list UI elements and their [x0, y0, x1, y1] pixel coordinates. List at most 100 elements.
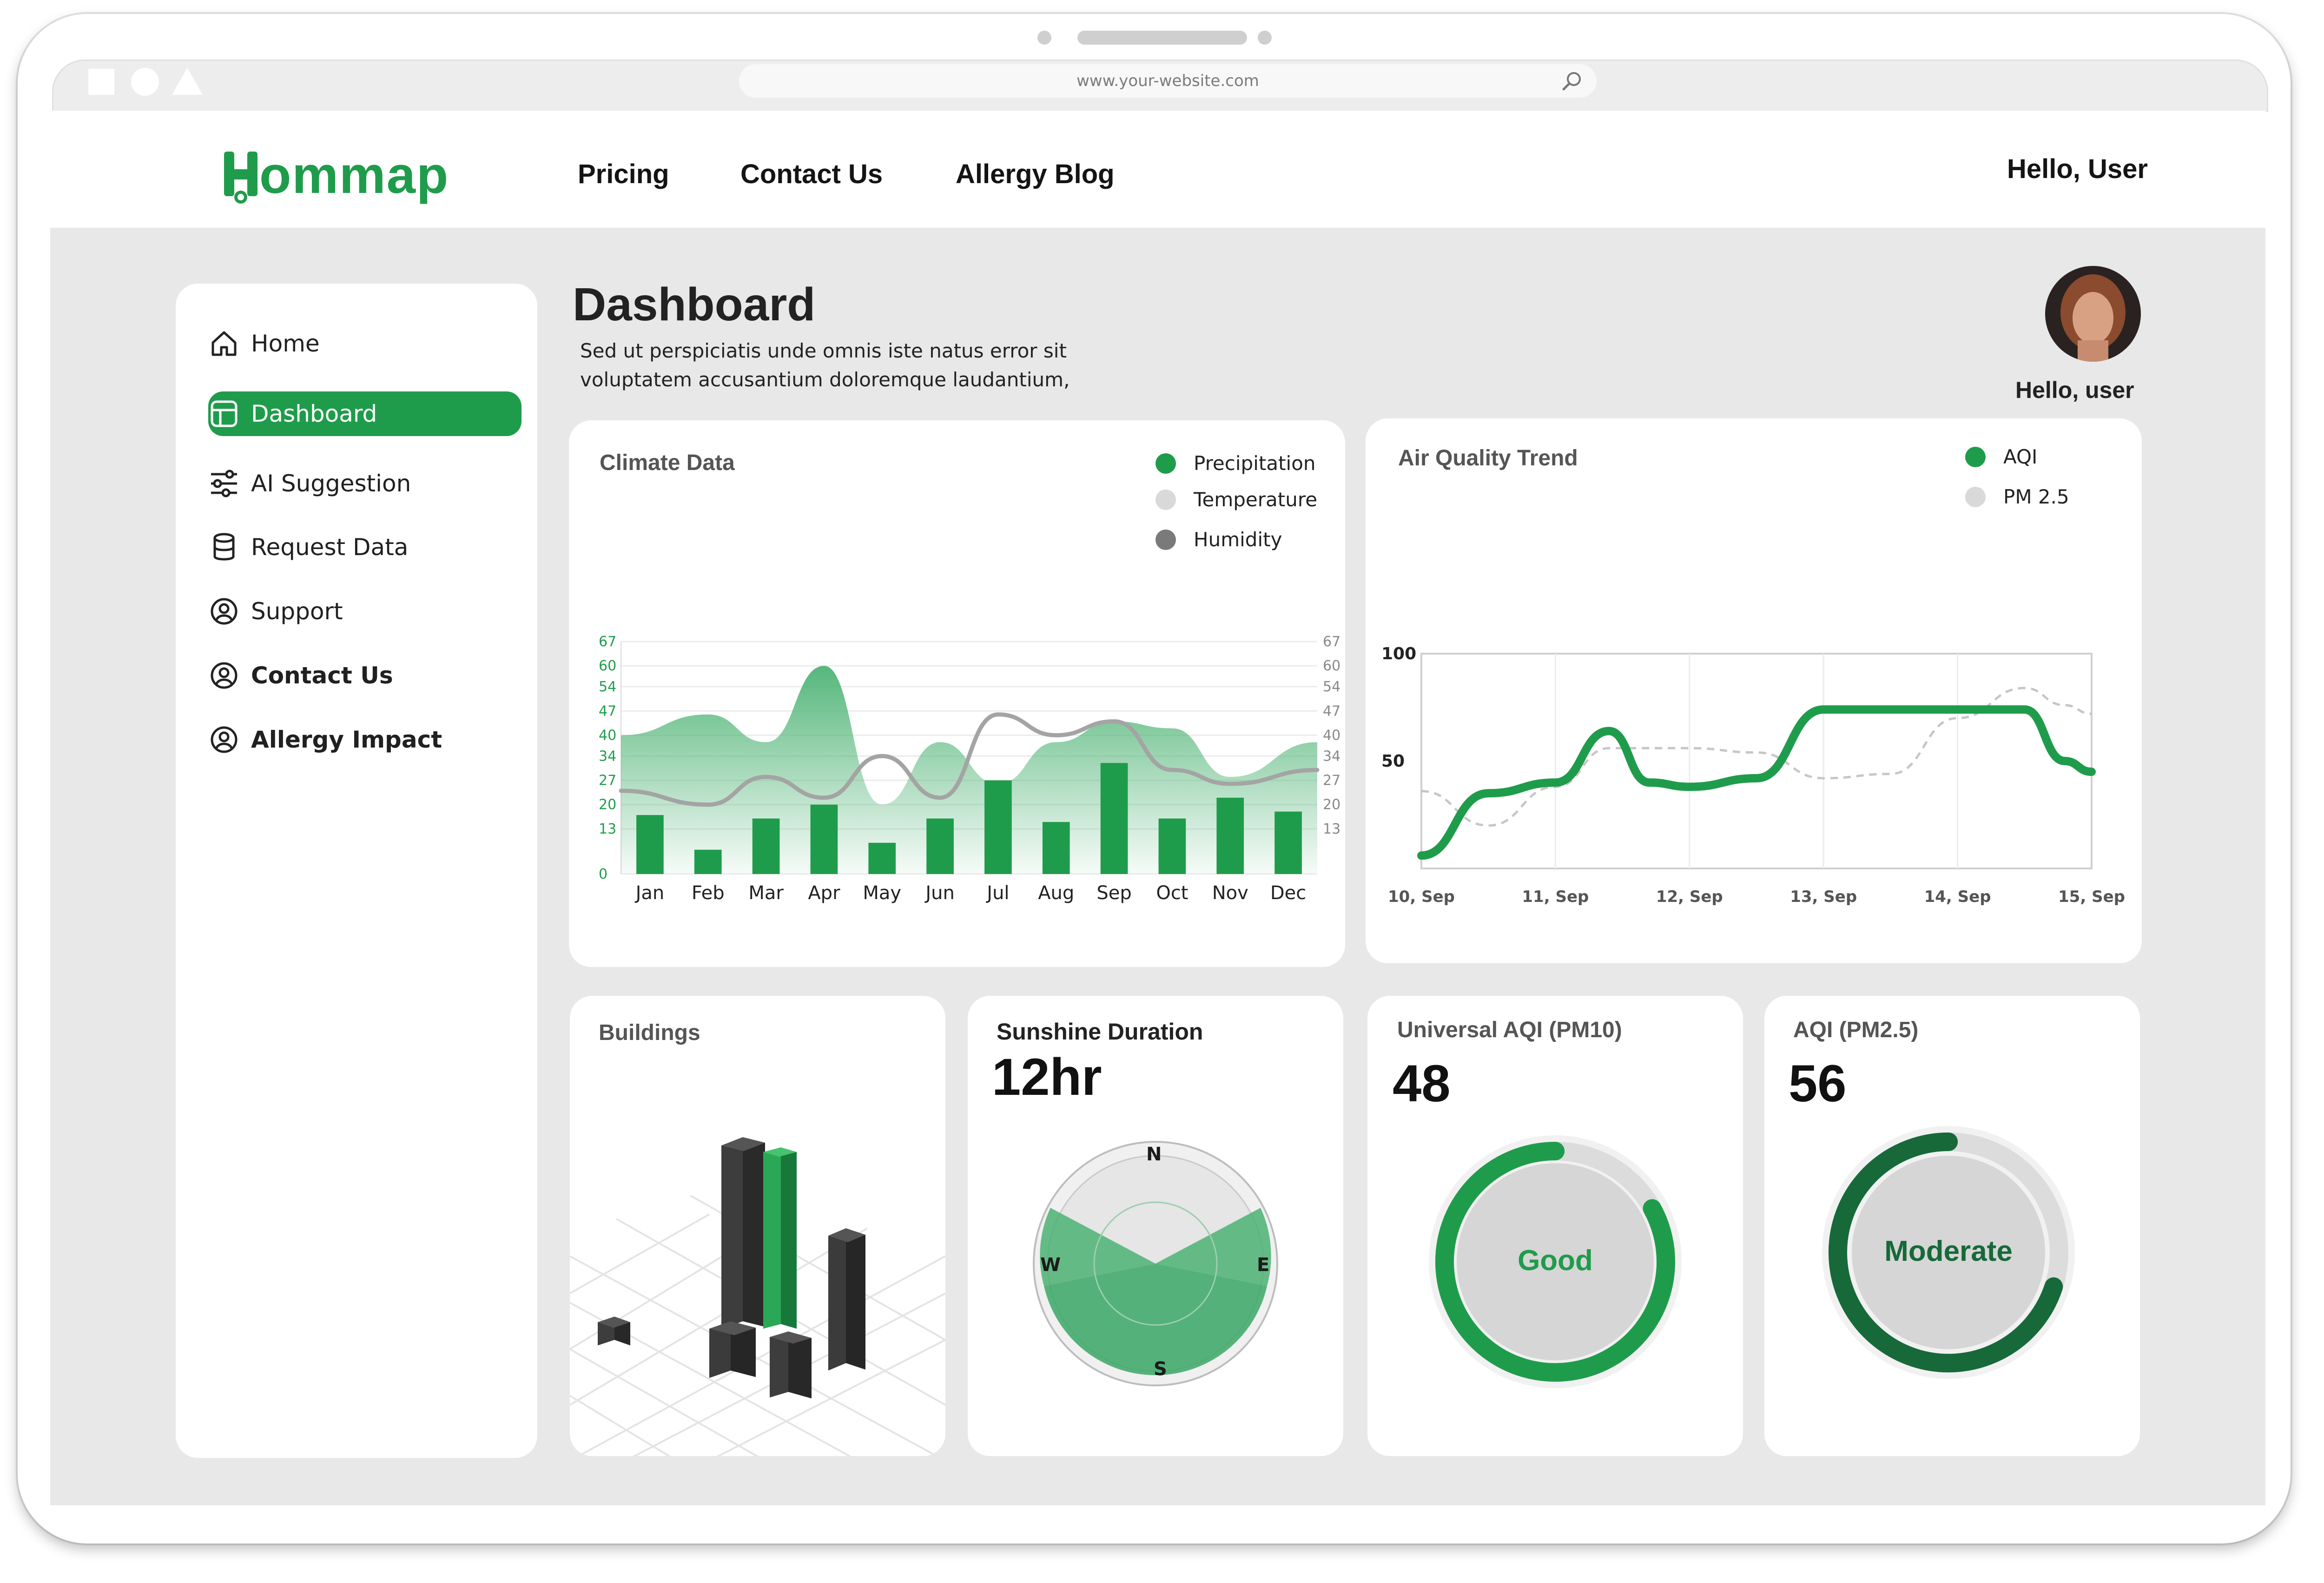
x-tick-label: 13, Sep — [1790, 888, 1857, 906]
precipitation-bar — [1216, 797, 1244, 874]
aqi-pm25-gauge — [1822, 1126, 2075, 1379]
precipitation-bar — [868, 842, 896, 874]
x-tick-label: Sep — [1096, 882, 1131, 904]
nav-allergy-blog[interactable]: Allergy Blog — [956, 159, 1115, 189]
database-icon — [209, 532, 251, 562]
address-bar[interactable]: www.your-website.com — [739, 64, 1597, 98]
search-icon[interactable] — [1561, 70, 1584, 93]
layout-icon — [209, 399, 251, 429]
building-tall-green — [763, 1147, 797, 1329]
x-tick-label: Mar — [748, 882, 784, 904]
sidebar-item-allergy-impact[interactable]: Allergy Impact — [209, 714, 488, 765]
header-greeting[interactable]: Hello, User — [2007, 154, 2148, 184]
x-tick-label: 14, Sep — [1924, 888, 1991, 906]
speaker-bar — [1077, 31, 1247, 45]
pm25-line — [1421, 687, 2092, 827]
gauge-progress-arc — [1829, 1133, 2068, 1372]
buildings-card: Buildings — [570, 996, 945, 1456]
y-tick-label-left: 40 — [599, 727, 616, 743]
avatar-portrait-icon — [2060, 274, 2126, 362]
sidebar-item-label: Support — [251, 598, 343, 625]
y-tick-label-left: 54 — [599, 679, 616, 695]
legend-pm25: PM 2.5 — [1965, 485, 2069, 508]
camera-dot-left — [1037, 31, 1051, 45]
air-quality-card — [1366, 418, 2142, 963]
building-right-dark — [828, 1228, 865, 1371]
nav-contact-us[interactable]: Contact Us — [740, 159, 883, 189]
aqi-pm25-card: AQI (PM2.5) 56 Moderate — [1764, 996, 2140, 1456]
gauge-center-disc — [1457, 1163, 1654, 1360]
aqi-pm10-gauge — [1429, 1135, 1682, 1388]
window-triangle-icon — [172, 68, 203, 95]
nav-pricing[interactable]: Pricing — [578, 159, 669, 189]
sidebar-item-contact-us[interactable]: Contact Us — [209, 650, 488, 701]
sliders-icon — [209, 469, 251, 498]
sidebar-item-dashboard[interactable]: Dashboard — [209, 388, 488, 439]
aqi-pm10-value: 48 — [1393, 1054, 1451, 1113]
climate-card-title: Climate Data — [600, 450, 735, 475]
y-tick-label-left: 67 — [599, 634, 616, 650]
y-tick-label-left: 34 — [599, 748, 616, 764]
precipitation-bar — [1158, 818, 1186, 874]
sunshine-right-wedge — [1155, 1208, 1271, 1286]
window-square-icon — [88, 69, 114, 95]
y-tick-label: 100 — [1381, 644, 1416, 663]
building-small-dark — [598, 1317, 630, 1345]
gauge-center-disc — [1852, 1156, 2045, 1349]
y-tick-label-right: 20 — [1323, 797, 1340, 813]
precipitation-bar — [1042, 822, 1070, 874]
sidebar-item-home[interactable]: Home — [209, 318, 488, 369]
sunshine-lower-wedge — [1044, 1264, 1267, 1375]
precipitation-bar — [926, 818, 954, 874]
x-tick-label: 10, Sep — [1388, 888, 1455, 906]
legend-swatch — [1965, 446, 1986, 467]
buildings-3d-illustration — [570, 1137, 945, 1456]
legend-swatch — [1155, 529, 1176, 550]
y-tick-label-left: 13 — [599, 821, 616, 837]
y-tick-label-left: 47 — [599, 703, 616, 719]
logo-text[interactable]: ommap — [259, 146, 449, 204]
logo-h-icon[interactable] — [222, 149, 259, 205]
y-tick-label: 50 — [1381, 752, 1405, 771]
precipitation-bar — [752, 818, 780, 874]
compass-north: N — [1146, 1144, 1162, 1165]
legend-precipitation: Precipitation — [1155, 452, 1316, 475]
y-tick-label-right: 67 — [1323, 634, 1340, 650]
humidity-line — [619, 712, 1320, 807]
sidebar-item-label: Home — [251, 330, 320, 357]
compass-east: E — [1257, 1254, 1270, 1276]
page-subtitle-line2: voluptatem accusantium doloremque laudan… — [580, 368, 1070, 391]
y-tick-label-right: 13 — [1323, 821, 1340, 837]
user-greeting: Hello, user — [2015, 377, 2134, 403]
sunshine-card-title: Sunshine Duration — [997, 1019, 1203, 1045]
y-tick-label-right: 60 — [1323, 658, 1340, 674]
aqi-pm25-status: Moderate — [1884, 1235, 2013, 1267]
page-subtitle-line1: Sed ut perspiciatis unde omnis iste natu… — [580, 339, 1067, 362]
climate-chart: 0 13 20 27 34 40 47 54 60 67 13 20 27 34 40 47 54 60 67 Jan… — [599, 634, 1340, 904]
building-tall-dark — [721, 1137, 765, 1330]
y-tick-label-right: 27 — [1323, 773, 1340, 789]
plot-frame — [1420, 653, 2093, 869]
sidebar-item-request-data[interactable]: Request Data — [209, 522, 488, 573]
sidebar-item-support[interactable]: Support — [209, 586, 488, 637]
sunshine-left-wedge — [1040, 1208, 1155, 1286]
precipitation-bar — [810, 804, 838, 874]
user-circle-icon — [209, 725, 251, 755]
precipitation-bar — [694, 849, 722, 874]
air-quality-card-title: Air Quality Trend — [1398, 446, 1578, 470]
sidebar-item-label: Contact Us — [251, 662, 393, 689]
compass-south: S — [1154, 1358, 1167, 1380]
compass-west: W — [1040, 1254, 1061, 1276]
legend-aqi: AQI — [1965, 445, 2037, 468]
x-tick-label: Apr — [808, 882, 840, 904]
sunshine-value: 12hr — [992, 1048, 1102, 1106]
x-tick-label: Oct — [1156, 882, 1188, 904]
air-quality-chart: 10, Sep 11, Sep 12, Sep 13, Sep 14, Sep 15, S… — [1381, 644, 2125, 906]
x-tick-label: 12, Sep — [1656, 888, 1723, 906]
x-tick-label: Dec — [1270, 882, 1306, 904]
x-tick-label: 11, Sep — [1522, 888, 1589, 906]
x-tick-label: Feb — [692, 882, 725, 904]
user-circle-icon — [209, 661, 251, 690]
sidebar-item-ai-suggestion[interactable]: AI Suggestion — [209, 458, 488, 509]
avatar[interactable] — [2045, 266, 2141, 362]
